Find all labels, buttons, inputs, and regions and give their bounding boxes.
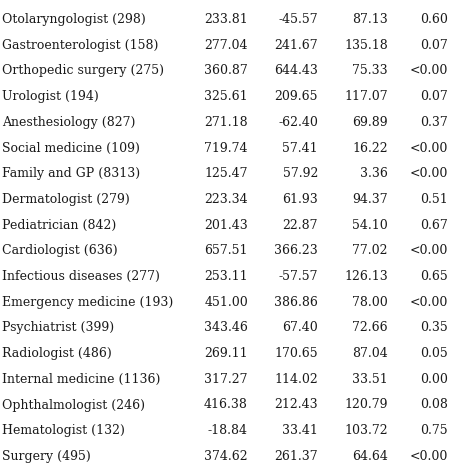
Text: <0.00: <0.00 <box>410 450 448 463</box>
Text: 0.00: 0.00 <box>420 373 448 386</box>
Text: 16.22: 16.22 <box>352 142 388 155</box>
Text: 201.43: 201.43 <box>204 219 248 232</box>
Text: -45.57: -45.57 <box>278 13 318 26</box>
Text: 343.46: 343.46 <box>204 321 248 334</box>
Text: 0.67: 0.67 <box>420 219 448 232</box>
Text: 0.37: 0.37 <box>420 116 448 129</box>
Text: 261.37: 261.37 <box>274 450 318 463</box>
Text: 69.89: 69.89 <box>352 116 388 129</box>
Text: 87.13: 87.13 <box>352 13 388 26</box>
Text: 117.07: 117.07 <box>345 90 388 103</box>
Text: 233.81: 233.81 <box>204 13 248 26</box>
Text: 223.34: 223.34 <box>204 193 248 206</box>
Text: 57.41: 57.41 <box>283 142 318 155</box>
Text: Internal medicine (1136): Internal medicine (1136) <box>2 373 160 386</box>
Text: 209.65: 209.65 <box>274 90 318 103</box>
Text: 325.61: 325.61 <box>204 90 248 103</box>
Text: 54.10: 54.10 <box>352 219 388 232</box>
Text: 269.11: 269.11 <box>204 347 248 360</box>
Text: 0.05: 0.05 <box>420 347 448 360</box>
Text: 87.04: 87.04 <box>352 347 388 360</box>
Text: Pediatrician (842): Pediatrician (842) <box>2 219 116 232</box>
Text: 0.51: 0.51 <box>420 193 448 206</box>
Text: 360.87: 360.87 <box>204 64 248 77</box>
Text: Anesthesiology (827): Anesthesiology (827) <box>2 116 136 129</box>
Text: Family and GP (8313): Family and GP (8313) <box>2 167 140 180</box>
Text: 57.92: 57.92 <box>283 167 318 180</box>
Text: 77.02: 77.02 <box>353 244 388 257</box>
Text: Social medicine (109): Social medicine (109) <box>2 142 140 155</box>
Text: 253.11: 253.11 <box>204 270 248 283</box>
Text: <0.00: <0.00 <box>410 296 448 309</box>
Text: 64.64: 64.64 <box>352 450 388 463</box>
Text: 61.93: 61.93 <box>282 193 318 206</box>
Text: Ophthalmologist (246): Ophthalmologist (246) <box>2 399 145 411</box>
Text: 366.23: 366.23 <box>274 244 318 257</box>
Text: 67.40: 67.40 <box>282 321 318 334</box>
Text: 0.60: 0.60 <box>420 13 448 26</box>
Text: Emergency medicine (193): Emergency medicine (193) <box>2 296 173 309</box>
Text: Orthopedic surgery (275): Orthopedic surgery (275) <box>2 64 164 77</box>
Text: 277.04: 277.04 <box>204 39 248 52</box>
Text: 719.74: 719.74 <box>204 142 248 155</box>
Text: 0.07: 0.07 <box>420 39 448 52</box>
Text: Hematologist (132): Hematologist (132) <box>2 424 125 437</box>
Text: 241.67: 241.67 <box>274 39 318 52</box>
Text: 125.47: 125.47 <box>204 167 248 180</box>
Text: 416.38: 416.38 <box>204 399 248 411</box>
Text: 451.00: 451.00 <box>204 296 248 309</box>
Text: -18.84: -18.84 <box>208 424 248 437</box>
Text: 135.18: 135.18 <box>344 39 388 52</box>
Text: 212.43: 212.43 <box>274 399 318 411</box>
Text: 0.07: 0.07 <box>420 90 448 103</box>
Text: Cardiologist (636): Cardiologist (636) <box>2 244 118 257</box>
Text: 22.87: 22.87 <box>283 219 318 232</box>
Text: 126.13: 126.13 <box>344 270 388 283</box>
Text: 170.65: 170.65 <box>274 347 318 360</box>
Text: 33.41: 33.41 <box>282 424 318 437</box>
Text: 72.66: 72.66 <box>352 321 388 334</box>
Text: 0.35: 0.35 <box>420 321 448 334</box>
Text: 0.08: 0.08 <box>420 399 448 411</box>
Text: 120.79: 120.79 <box>345 399 388 411</box>
Text: Radiologist (486): Radiologist (486) <box>2 347 112 360</box>
Text: Urologist (194): Urologist (194) <box>2 90 99 103</box>
Text: 3.36: 3.36 <box>360 167 388 180</box>
Text: 103.72: 103.72 <box>345 424 388 437</box>
Text: <0.00: <0.00 <box>410 244 448 257</box>
Text: 33.51: 33.51 <box>352 373 388 386</box>
Text: 94.37: 94.37 <box>352 193 388 206</box>
Text: Gastroenterologist (158): Gastroenterologist (158) <box>2 39 158 52</box>
Text: <0.00: <0.00 <box>410 64 448 77</box>
Text: 271.18: 271.18 <box>204 116 248 129</box>
Text: <0.00: <0.00 <box>410 167 448 180</box>
Text: -62.40: -62.40 <box>278 116 318 129</box>
Text: 78.00: 78.00 <box>352 296 388 309</box>
Text: Infectious diseases (277): Infectious diseases (277) <box>2 270 160 283</box>
Text: 75.33: 75.33 <box>352 64 388 77</box>
Text: 0.65: 0.65 <box>420 270 448 283</box>
Text: 386.86: 386.86 <box>274 296 318 309</box>
Text: 374.62: 374.62 <box>204 450 248 463</box>
Text: Surgery (495): Surgery (495) <box>2 450 91 463</box>
Text: -57.57: -57.57 <box>279 270 318 283</box>
Text: <0.00: <0.00 <box>410 142 448 155</box>
Text: Otolaryngologist (298): Otolaryngologist (298) <box>2 13 146 26</box>
Text: Dermatologist (279): Dermatologist (279) <box>2 193 130 206</box>
Text: Psychiatrist (399): Psychiatrist (399) <box>2 321 114 334</box>
Text: 644.43: 644.43 <box>274 64 318 77</box>
Text: 0.75: 0.75 <box>420 424 448 437</box>
Text: 114.02: 114.02 <box>274 373 318 386</box>
Text: 317.27: 317.27 <box>204 373 248 386</box>
Text: 657.51: 657.51 <box>204 244 248 257</box>
